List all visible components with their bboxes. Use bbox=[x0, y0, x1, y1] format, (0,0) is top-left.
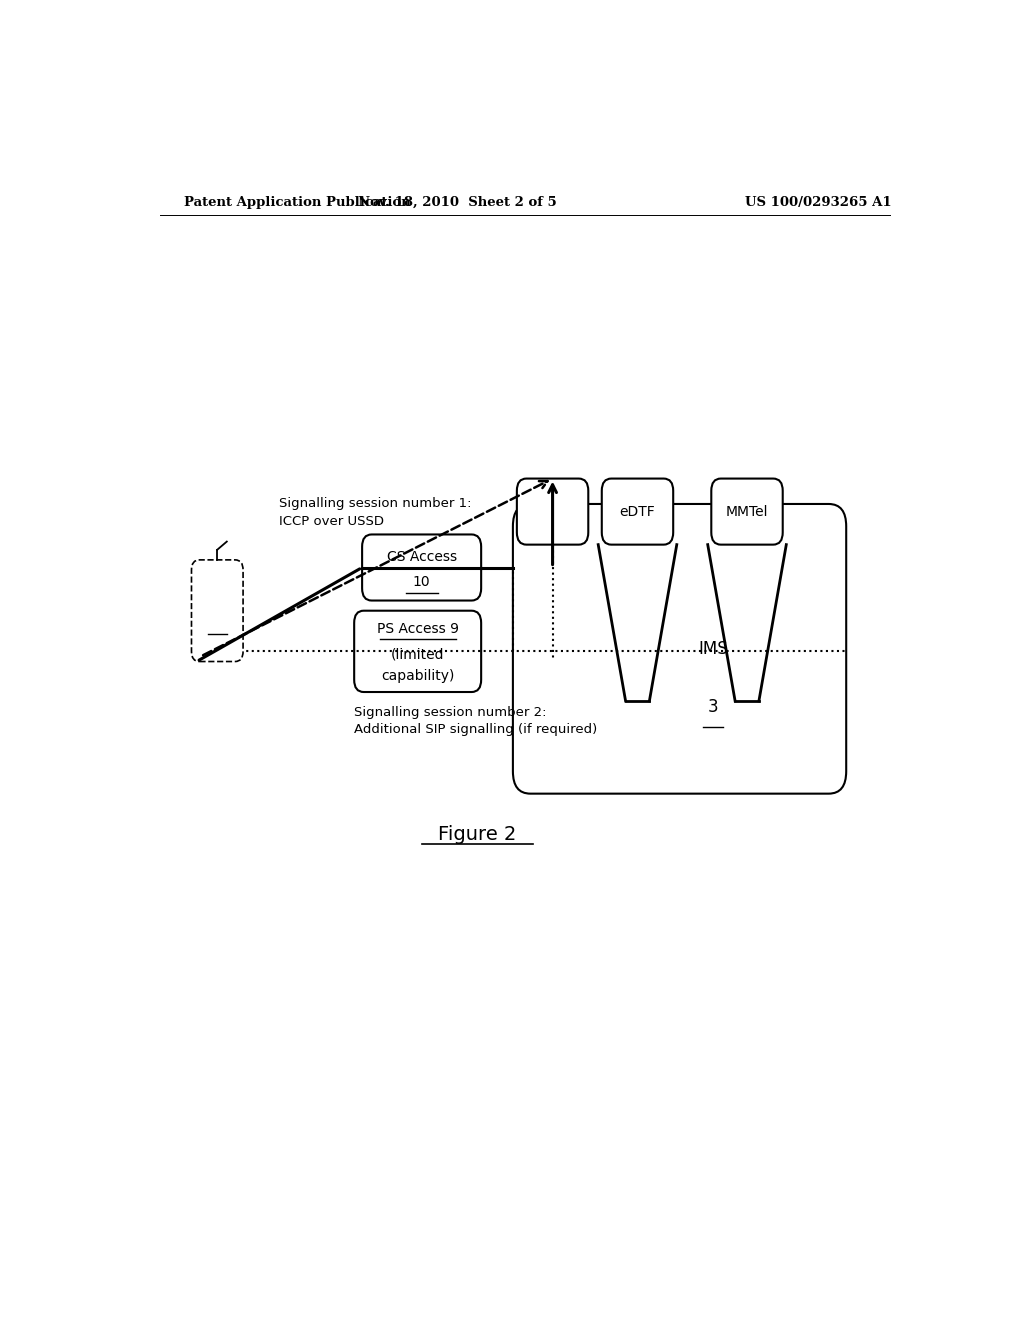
Text: eDTF: eDTF bbox=[620, 504, 655, 519]
Text: Nov. 18, 2010  Sheet 2 of 5: Nov. 18, 2010 Sheet 2 of 5 bbox=[358, 195, 557, 209]
Text: IMS: IMS bbox=[698, 640, 728, 657]
FancyBboxPatch shape bbox=[517, 479, 588, 545]
Text: PS Access 9: PS Access 9 bbox=[377, 622, 459, 636]
Text: capability): capability) bbox=[381, 669, 455, 682]
Text: Figure 2: Figure 2 bbox=[438, 825, 516, 843]
Text: 8: 8 bbox=[212, 614, 222, 628]
Text: ICCP over USSD: ICCP over USSD bbox=[279, 515, 384, 528]
FancyBboxPatch shape bbox=[712, 479, 782, 545]
Text: MMTel: MMTel bbox=[726, 504, 768, 519]
Text: (limited: (limited bbox=[391, 648, 444, 661]
FancyBboxPatch shape bbox=[362, 535, 481, 601]
FancyBboxPatch shape bbox=[191, 560, 243, 661]
FancyBboxPatch shape bbox=[602, 479, 673, 545]
Text: 10: 10 bbox=[413, 576, 430, 589]
Text: Signalling session number 1:: Signalling session number 1: bbox=[279, 498, 471, 511]
FancyBboxPatch shape bbox=[513, 504, 846, 793]
Text: US 100/0293265 A1: US 100/0293265 A1 bbox=[745, 195, 892, 209]
Text: Signalling session number 2:: Signalling session number 2: bbox=[354, 706, 547, 719]
Text: CS Access: CS Access bbox=[387, 550, 457, 564]
Text: Patent Application Publication: Patent Application Publication bbox=[183, 195, 411, 209]
Text: Additional SIP signalling (if required): Additional SIP signalling (if required) bbox=[354, 723, 597, 737]
Text: 3: 3 bbox=[708, 698, 718, 715]
FancyBboxPatch shape bbox=[354, 611, 481, 692]
